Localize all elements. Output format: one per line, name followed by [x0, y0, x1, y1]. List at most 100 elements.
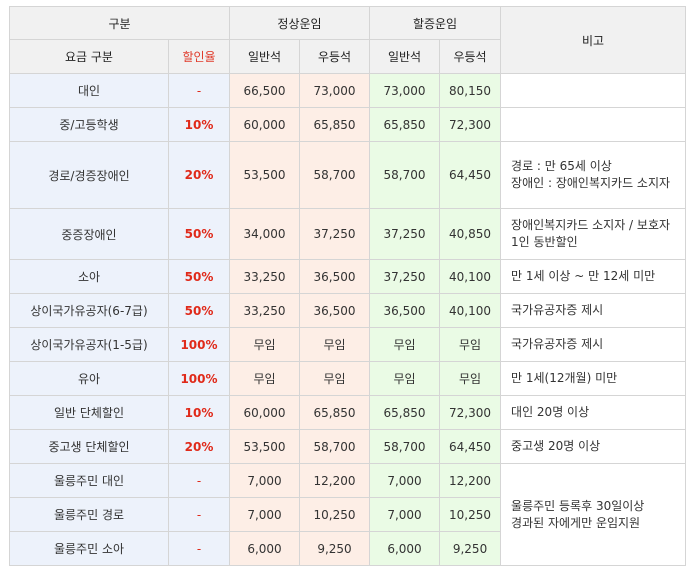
normal-premium-cell: 65,850 — [298, 395, 371, 430]
surge-general-cell: 7,000 — [369, 463, 441, 498]
normal-general-cell: 33,250 — [229, 293, 300, 328]
fare-category-cell: 울릉주민 대인 — [9, 463, 169, 498]
surge-general-cell: 65,850 — [369, 395, 441, 430]
remark-cell: 만 1세(12개월) 미만 — [500, 361, 687, 396]
discount-rate-cell: 10% — [168, 395, 230, 430]
fare-category-cell: 대인 — [9, 73, 169, 108]
table-row: 중증장애인 50% 34,000 37,250 37,250 40,850 장애인복지카드 … — [9, 208, 687, 260]
discount-rate-cell: 50% — [168, 259, 230, 294]
table-row: 유아 100% 무임 무임 무임 무임 만 1세(12개월) 미만 — [9, 361, 687, 396]
discount-rate-cell: - — [168, 73, 230, 108]
surge-premium-cell: 12,200 — [439, 463, 502, 498]
header-row-top: 구분 정상운임 할증운임 비고 — [9, 6, 687, 74]
resident-remark-cell: 울릉주민 등록후 30일이상 경과된 자에게만 운임지원 — [500, 463, 687, 566]
surge-premium-cell: 10,250 — [439, 497, 502, 532]
table-row: 중고생 단체할인 20% 53,500 58,700 58,700 64,450 중고생 2… — [9, 429, 687, 464]
header-discount-rate: 할인율 — [168, 39, 230, 74]
discount-rate-cell: 20% — [168, 141, 230, 209]
table-row: 소아 50% 33,250 36,500 37,250 40,100 만 1세 이상 ~ 만… — [9, 259, 687, 294]
surge-general-cell: 무임 — [369, 361, 441, 396]
header-row-sub: 요금 구분 할인율 일반석 우등석 일반석 우등석 — [9, 39, 686, 74]
normal-general-cell: 53,500 — [229, 141, 300, 209]
table-row: 경로/경증장애인 20% 53,500 58,700 58,700 64,450 경로 : … — [9, 141, 687, 209]
remark-cell: 장애인복지카드 소지자 / 보호자 1인 동반할인 — [500, 208, 687, 260]
table-row: 중/고등학생 10% 60,000 65,850 65,850 72,300 — [9, 107, 687, 142]
surge-general-cell: 58,700 — [369, 141, 441, 209]
fare-category-cell: 소아 — [9, 259, 169, 294]
surge-premium-cell: 40,100 — [439, 293, 502, 328]
normal-premium-cell: 58,700 — [298, 429, 371, 464]
normal-general-cell: 무임 — [229, 361, 300, 396]
surge-premium-cell: 72,300 — [439, 107, 502, 142]
surge-general-cell: 65,850 — [369, 107, 441, 142]
table-row: 대인 -66,500 73,000 73,000 80,150 — [9, 73, 687, 108]
header-normal-general: 일반석 — [229, 39, 300, 74]
table-row: 울릉주민 소아 -6,000 9,250 6,000 9,250 — [9, 531, 686, 566]
fare-category-cell: 중고생 단체할인 — [9, 429, 169, 464]
fare-table: 구분 정상운임 할증운임 비고 요금 구분 할인율 일반석 우등석 일반석 우등… — [9, 6, 687, 566]
surge-premium-cell: 40,100 — [439, 259, 502, 294]
normal-premium-cell: 37,250 — [298, 208, 371, 260]
fare-table-body: 대인 -66,500 73,000 73,000 80,150 중/고등학생 10% 60,0… — [9, 73, 687, 566]
remark-cell: 경로 : 만 65세 이상 장애인 : 장애인복지카드 소지자 — [500, 141, 687, 209]
fare-category-cell: 울릉주민 소아 — [9, 531, 169, 566]
discount-rate-cell: - — [168, 497, 230, 532]
fare-category-cell: 상이국가유공자(1-5급) — [9, 327, 169, 362]
normal-general-cell: 34,000 — [229, 208, 300, 260]
fare-category-cell: 유아 — [9, 361, 169, 396]
header-surge-fare: 할증운임 — [369, 6, 502, 40]
fare-category-cell: 중증장애인 — [9, 208, 169, 260]
normal-premium-cell: 9,250 — [298, 531, 371, 566]
discount-rate-cell: 100% — [168, 327, 230, 362]
normal-general-cell: 60,000 — [229, 107, 300, 142]
table-row: 상이국가유공자(1-5급) 100% 무임 무임 무임 무임 국가유공자증 제시 — [9, 327, 687, 362]
normal-general-cell: 무임 — [229, 327, 300, 362]
surge-premium-cell: 64,450 — [439, 429, 502, 464]
surge-general-cell: 36,500 — [369, 293, 441, 328]
surge-general-cell: 무임 — [369, 327, 441, 362]
surge-general-cell: 37,250 — [369, 259, 441, 294]
fare-category-cell: 일반 단체할인 — [9, 395, 169, 430]
discount-rate-cell: - — [168, 463, 230, 498]
remark-cell: 대인 20명 이상 — [500, 395, 687, 430]
header-surge-general: 일반석 — [369, 39, 441, 74]
remark-cell: 국가유공자증 제시 — [500, 293, 687, 328]
surge-general-cell: 7,000 — [369, 497, 441, 532]
remark-cell: 중고생 20명 이상 — [500, 429, 687, 464]
discount-rate-cell: 10% — [168, 107, 230, 142]
header-category: 구분 — [9, 6, 230, 40]
surge-general-cell: 58,700 — [369, 429, 441, 464]
discount-rate-cell: 50% — [168, 293, 230, 328]
surge-general-cell: 6,000 — [369, 531, 441, 566]
normal-general-cell: 7,000 — [229, 497, 300, 532]
remark-cell: 만 1세 이상 ~ 만 12세 미만 — [500, 259, 687, 294]
header-normal-fare: 정상운임 — [228, 6, 371, 40]
discount-rate-cell: - — [168, 531, 230, 566]
fare-table-container: 구분 정상운임 할증운임 비고 요금 구분 할인율 일반석 우등석 일반석 우등… — [9, 6, 687, 566]
remark-cell — [500, 107, 687, 142]
surge-premium-cell: 무임 — [439, 361, 502, 396]
normal-premium-cell: 36,500 — [298, 293, 371, 328]
fare-category-cell: 울릉주민 경로 — [9, 497, 169, 532]
table-row: 상이국가유공자(6-7급) 50% 33,250 36,500 36,500 40,100… — [9, 293, 687, 328]
surge-premium-cell: 40,850 — [439, 208, 502, 260]
normal-general-cell: 33,250 — [229, 259, 300, 294]
surge-premium-cell: 무임 — [439, 327, 502, 362]
header-surge-premium: 우등석 — [439, 39, 502, 74]
normal-general-cell: 7,000 — [229, 463, 300, 498]
normal-general-cell: 66,500 — [229, 73, 300, 108]
fare-category-cell: 경로/경증장애인 — [9, 141, 169, 209]
table-row: 일반 단체할인 10% 60,000 65,850 65,850 72,300 대인 20명… — [9, 395, 687, 430]
remark-cell: 국가유공자증 제시 — [500, 327, 687, 362]
normal-premium-cell: 58,700 — [298, 141, 371, 209]
fare-category-cell: 중/고등학생 — [9, 107, 169, 142]
normal-general-cell: 60,000 — [229, 395, 300, 430]
table-row: 울릉주민 대인 -7,000 12,200 7,000 12,200 울릉주민 등록후 3… — [9, 463, 687, 566]
surge-general-cell: 37,250 — [369, 208, 441, 260]
discount-rate-cell: 100% — [168, 361, 230, 396]
normal-premium-cell: 무임 — [298, 361, 371, 396]
surge-premium-cell: 80,150 — [439, 73, 502, 108]
discount-rate-cell: 20% — [168, 429, 230, 464]
fare-category-cell: 상이국가유공자(6-7급) — [9, 293, 169, 328]
normal-premium-cell: 36,500 — [298, 259, 371, 294]
